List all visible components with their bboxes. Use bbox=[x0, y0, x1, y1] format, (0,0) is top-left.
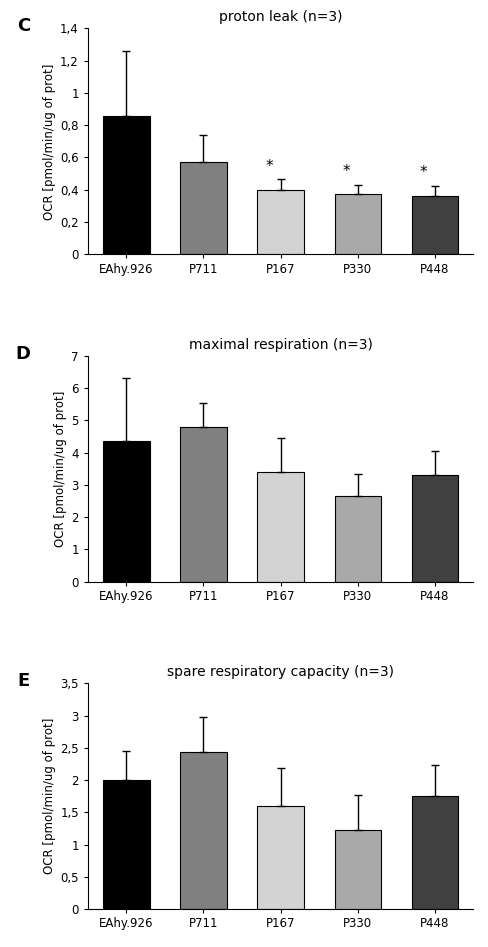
Text: *: * bbox=[265, 158, 273, 173]
Bar bbox=[181, 162, 226, 254]
Bar bbox=[181, 752, 226, 909]
Bar bbox=[412, 475, 458, 581]
Bar bbox=[258, 189, 304, 254]
Text: C: C bbox=[17, 17, 30, 35]
Bar bbox=[335, 194, 381, 254]
Y-axis label: OCR [pmol/min/ug of prot]: OCR [pmol/min/ug of prot] bbox=[43, 63, 56, 220]
Bar bbox=[258, 806, 304, 909]
Bar bbox=[258, 472, 304, 581]
Bar bbox=[412, 196, 458, 254]
Text: D: D bbox=[15, 345, 30, 363]
Bar bbox=[335, 831, 381, 909]
Text: E: E bbox=[18, 672, 30, 690]
Bar bbox=[103, 116, 149, 254]
Y-axis label: OCR [pmol/min/ug of prot]: OCR [pmol/min/ug of prot] bbox=[43, 718, 56, 874]
Bar bbox=[335, 496, 381, 581]
Y-axis label: OCR [pmol/min/ug of prot]: OCR [pmol/min/ug of prot] bbox=[54, 390, 67, 547]
Bar bbox=[103, 780, 149, 909]
Title: proton leak (n=3): proton leak (n=3) bbox=[219, 10, 343, 25]
Bar bbox=[181, 427, 226, 581]
Title: maximal respiration (n=3): maximal respiration (n=3) bbox=[189, 338, 372, 352]
Title: spare respiratory capacity (n=3): spare respiratory capacity (n=3) bbox=[167, 666, 394, 679]
Bar bbox=[412, 796, 458, 909]
Text: *: * bbox=[342, 164, 350, 179]
Text: *: * bbox=[419, 165, 427, 180]
Bar bbox=[103, 441, 149, 581]
